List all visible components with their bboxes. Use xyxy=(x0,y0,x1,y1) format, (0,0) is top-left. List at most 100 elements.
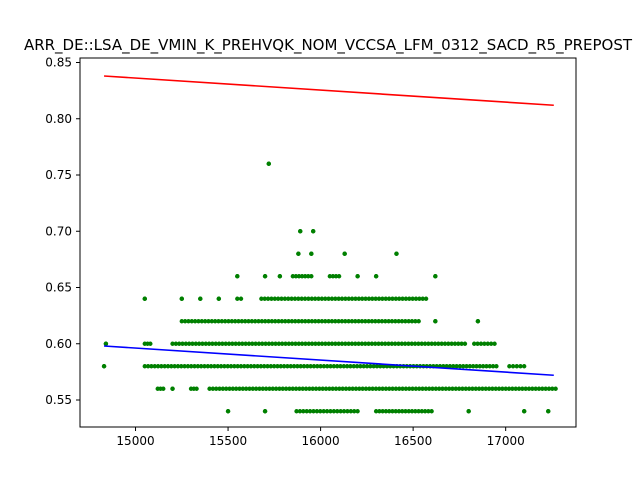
data-point xyxy=(256,319,261,324)
data-point xyxy=(307,409,313,414)
data-point xyxy=(279,296,284,301)
data-point xyxy=(383,296,388,301)
data-point xyxy=(242,319,248,324)
data-point xyxy=(473,386,478,391)
data-point xyxy=(433,319,438,324)
data-point xyxy=(182,364,187,369)
data-point xyxy=(410,296,415,301)
data-point xyxy=(149,364,154,369)
data-point xyxy=(316,296,321,301)
data-point xyxy=(225,364,230,369)
data-point xyxy=(220,386,226,391)
data-point xyxy=(360,386,365,391)
data-point xyxy=(296,319,301,324)
data-point xyxy=(250,341,255,346)
data-point xyxy=(165,364,171,369)
data-point xyxy=(215,364,220,369)
data-point xyxy=(340,386,345,391)
data-point xyxy=(309,341,315,346)
data-point xyxy=(253,341,258,346)
data-point xyxy=(209,319,215,324)
data-point xyxy=(219,319,225,324)
data-point xyxy=(513,386,518,391)
data-point xyxy=(350,386,355,391)
data-point xyxy=(315,364,320,369)
data-point xyxy=(263,341,268,346)
data-point xyxy=(454,364,459,369)
data-point xyxy=(520,386,525,391)
data-point xyxy=(309,319,315,324)
data-point xyxy=(373,319,378,324)
data-point xyxy=(329,319,335,324)
data-point xyxy=(232,319,238,324)
data-point xyxy=(344,364,350,369)
data-point xyxy=(410,386,415,391)
data-point xyxy=(293,274,299,279)
data-point xyxy=(260,341,265,346)
data-point xyxy=(193,341,198,346)
data-point xyxy=(433,274,438,279)
data-point xyxy=(196,341,202,346)
y-tick-label: 0.70 xyxy=(45,224,72,238)
data-point xyxy=(484,364,489,369)
data-point xyxy=(386,409,392,414)
data-point xyxy=(480,364,486,369)
data-point xyxy=(333,319,338,324)
data-point xyxy=(203,341,208,346)
data-point xyxy=(420,386,425,391)
data-point xyxy=(259,319,265,324)
data-point xyxy=(319,296,325,301)
data-point xyxy=(269,319,275,324)
data-point xyxy=(377,386,382,391)
data-point xyxy=(233,386,239,391)
data-point xyxy=(311,364,317,369)
data-point xyxy=(155,364,161,369)
data-point xyxy=(370,296,375,301)
data-point xyxy=(500,386,505,391)
data-point xyxy=(186,341,192,346)
data-point xyxy=(228,364,234,369)
data-point xyxy=(323,341,328,346)
data-point xyxy=(182,319,188,324)
data-point xyxy=(212,364,217,369)
data-point xyxy=(172,364,177,369)
data-point xyxy=(343,386,349,391)
data-point xyxy=(371,364,376,369)
data-point xyxy=(142,296,147,301)
data-point xyxy=(142,364,147,369)
data-point xyxy=(175,364,181,369)
data-point xyxy=(359,319,365,324)
data-point xyxy=(376,341,381,346)
data-point xyxy=(272,296,278,301)
data-point xyxy=(327,386,332,391)
data-point xyxy=(289,296,294,301)
data-point xyxy=(253,319,258,324)
data-point xyxy=(363,341,368,346)
data-point xyxy=(326,296,331,301)
data-point xyxy=(397,386,402,391)
y-tick-label: 0.60 xyxy=(45,337,72,351)
data-point xyxy=(399,341,405,346)
data-point xyxy=(419,409,425,414)
data-point xyxy=(390,409,395,414)
data-point xyxy=(446,341,451,346)
data-point xyxy=(324,409,330,414)
data-point xyxy=(466,386,472,391)
axes: 15000 15500 16000 16500 17000 0.55 0.60 0.65 0.7… xyxy=(45,56,524,449)
data-point xyxy=(162,364,167,369)
data-point xyxy=(510,364,516,369)
data-point xyxy=(349,319,355,324)
data-point xyxy=(225,409,231,414)
data-point xyxy=(550,386,555,391)
data-point xyxy=(457,364,463,369)
data-point xyxy=(159,364,164,369)
data-point xyxy=(307,386,312,391)
x-tick-label: 15000 xyxy=(116,434,154,448)
data-point xyxy=(291,364,297,369)
data-point xyxy=(306,274,311,279)
data-point xyxy=(250,386,256,391)
data-point xyxy=(276,341,282,346)
fit-lines xyxy=(104,75,554,377)
data-point xyxy=(443,386,449,391)
data-point xyxy=(363,386,369,391)
